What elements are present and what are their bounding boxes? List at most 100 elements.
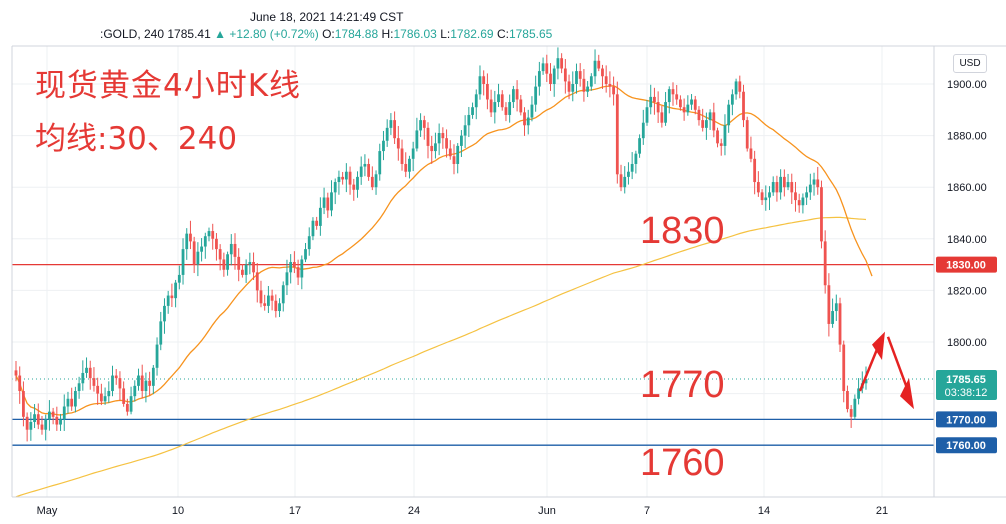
candle-body	[549, 73, 552, 84]
candle-body	[18, 375, 22, 392]
grid-lines	[12, 46, 934, 497]
candle-body	[36, 414, 40, 425]
candle-body	[259, 290, 263, 304]
candle-body	[812, 179, 816, 185]
candle-body	[838, 303, 842, 345]
candle-body	[656, 102, 660, 113]
candle-body	[118, 378, 122, 389]
time-tick-label: 24	[408, 505, 420, 517]
candle-body	[690, 99, 693, 105]
candle-body	[567, 81, 571, 92]
ma240-line	[15, 216, 867, 498]
candle-body	[671, 89, 675, 95]
candle-body	[474, 94, 478, 108]
close-value: 1785.65	[508, 27, 553, 41]
candle-body	[415, 130, 419, 149]
candle-body	[794, 192, 797, 201]
candle-body	[560, 58, 564, 69]
candle-body	[222, 259, 226, 270]
candle-body	[237, 256, 241, 270]
candle-body	[586, 86, 590, 92]
candle-body	[582, 78, 586, 92]
candle-body	[96, 385, 100, 394]
candle-body	[285, 272, 289, 286]
candle-body	[742, 91, 745, 121]
candle-body	[114, 375, 118, 379]
candle-body	[578, 71, 582, 79]
candle-body	[612, 86, 615, 95]
arrow-up-head	[872, 331, 885, 361]
level-tag: 1770.00	[946, 414, 986, 426]
label-1760: 1760	[640, 442, 725, 484]
candle-body	[808, 184, 812, 193]
candle-body	[140, 375, 144, 392]
candle-body	[137, 375, 140, 386]
candle-body	[25, 416, 29, 430]
candle-body	[125, 403, 129, 412]
candle-body	[66, 398, 70, 407]
time-tick-label: May	[37, 505, 58, 517]
candle-body	[523, 112, 526, 126]
candle-body	[760, 192, 764, 201]
candle-body	[716, 130, 719, 144]
candle-body	[723, 125, 727, 146]
candle-body	[81, 372, 85, 384]
candle-body	[348, 171, 352, 185]
candle-body	[248, 262, 252, 265]
candle-body	[326, 197, 330, 211]
candle-body	[846, 391, 849, 410]
candle-body	[727, 104, 731, 126]
candle-body	[645, 107, 649, 123]
candle-body	[181, 249, 185, 275]
currency-button[interactable]: USD	[953, 54, 987, 73]
candle-body	[779, 176, 783, 193]
candle-body	[22, 391, 25, 417]
candle-body	[753, 158, 757, 183]
high-value: 1786.03	[393, 27, 437, 41]
candle-body	[148, 380, 152, 386]
candle-body	[270, 295, 274, 301]
candle-body	[530, 104, 534, 118]
candle-body	[786, 182, 790, 188]
candle-body	[834, 303, 838, 312]
high-label: H:	[381, 27, 394, 41]
candle-body	[738, 81, 742, 92]
time-tick-label: 7	[644, 505, 650, 517]
candle-body	[300, 259, 304, 278]
time-tick-label: 10	[172, 505, 184, 517]
candle-body	[315, 220, 319, 226]
candle-body	[129, 396, 133, 412]
candle-body	[849, 409, 853, 417]
candle-body	[404, 163, 408, 172]
candle-body	[370, 176, 374, 188]
candle-body	[14, 370, 18, 376]
candle-body	[556, 58, 560, 69]
candle-body	[719, 143, 723, 146]
candle-body	[55, 416, 59, 425]
candle-body	[344, 171, 348, 180]
symbol-label[interactable]: :GOLD, 240	[100, 27, 165, 41]
candle-body	[322, 197, 326, 208]
candle-body	[437, 133, 441, 144]
candle-body	[151, 367, 155, 386]
candle-body	[163, 305, 166, 322]
candle-body	[111, 375, 114, 392]
level-tag-bg	[936, 437, 997, 454]
candle-body	[59, 419, 62, 425]
candle-body	[653, 96, 656, 103]
candle-body	[29, 421, 33, 430]
candle-body	[682, 107, 686, 113]
candle-body	[445, 138, 448, 149]
candle-body	[634, 153, 638, 164]
candle-body	[842, 344, 846, 392]
candle-body	[77, 383, 81, 392]
candle-body	[385, 127, 389, 141]
candle-body	[233, 243, 237, 257]
price-change: ▲ +12.80 (+0.72%)	[214, 27, 319, 41]
candle-body	[88, 367, 92, 379]
candle-body	[192, 241, 196, 265]
candle-body	[864, 379, 868, 384]
candle-body	[545, 63, 549, 74]
